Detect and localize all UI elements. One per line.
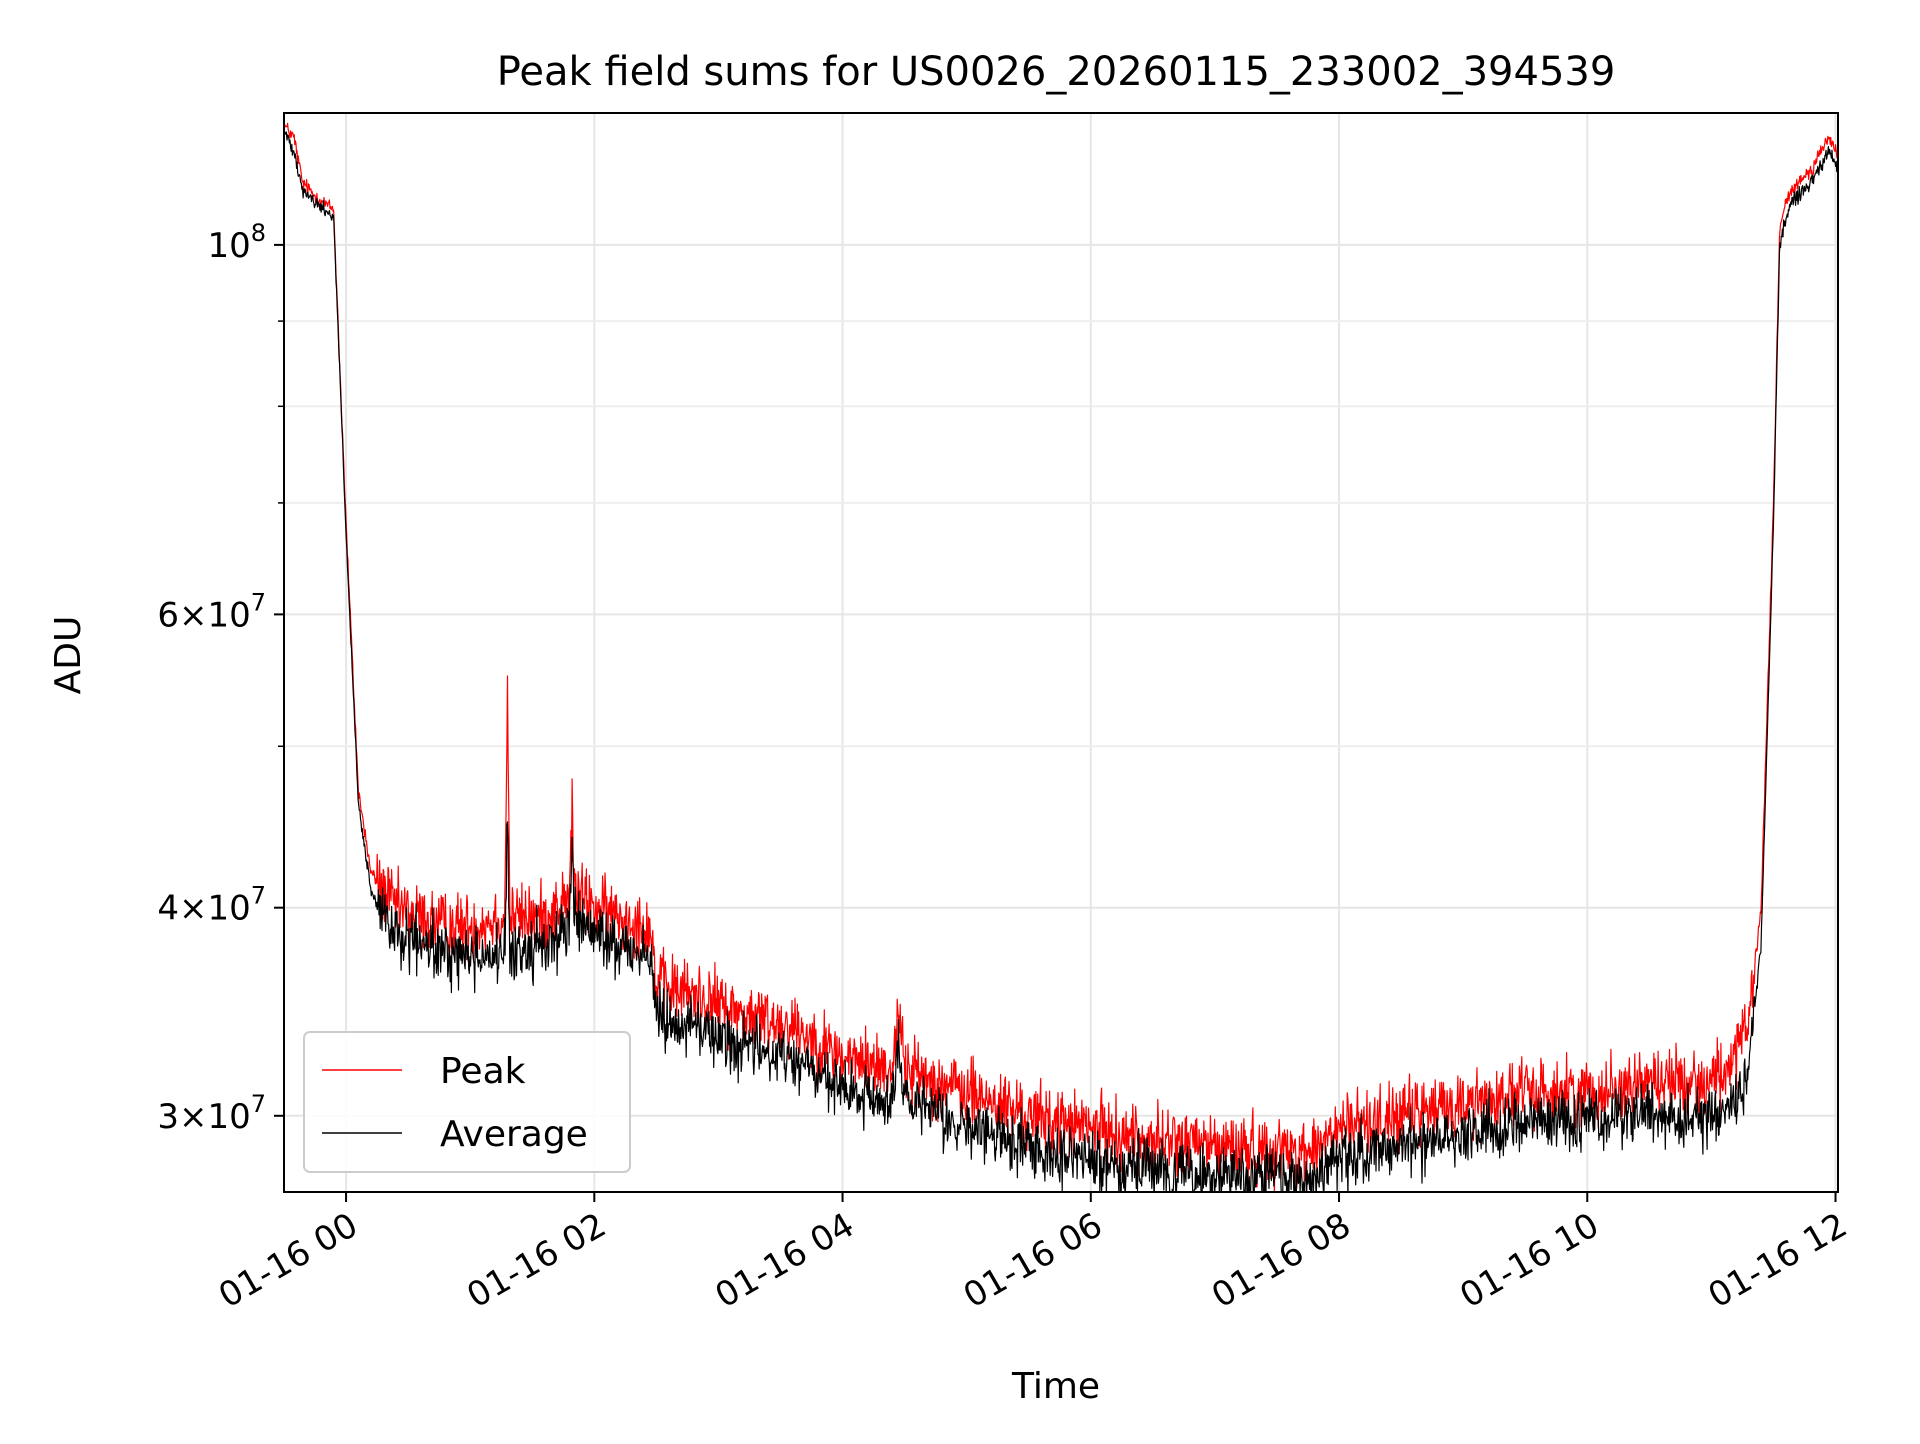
legend: Peak Average xyxy=(303,1031,631,1173)
y-tick-label: 3×107 xyxy=(157,1090,266,1137)
y-tick-label: 6×107 xyxy=(157,588,266,635)
y-tick-label: 108 xyxy=(207,219,266,266)
y-tick-label: 4×107 xyxy=(157,882,266,929)
series-line-average xyxy=(284,130,1838,1192)
axes-frame xyxy=(283,112,1839,1193)
chart-title: Peak field sums for US0026_20260115_2330… xyxy=(497,49,1616,95)
x-axis-label: Time xyxy=(1011,1366,1100,1407)
legend-box xyxy=(303,1031,631,1173)
series-layer xyxy=(284,122,1838,1192)
y-axis: 3×107 4×107 6×107 108 xyxy=(157,219,284,1137)
legend-label-peak: Peak xyxy=(440,1051,526,1092)
y-axis-label: ADU xyxy=(48,616,89,695)
legend-label-average: Average xyxy=(440,1114,588,1155)
grid xyxy=(284,113,1838,1192)
